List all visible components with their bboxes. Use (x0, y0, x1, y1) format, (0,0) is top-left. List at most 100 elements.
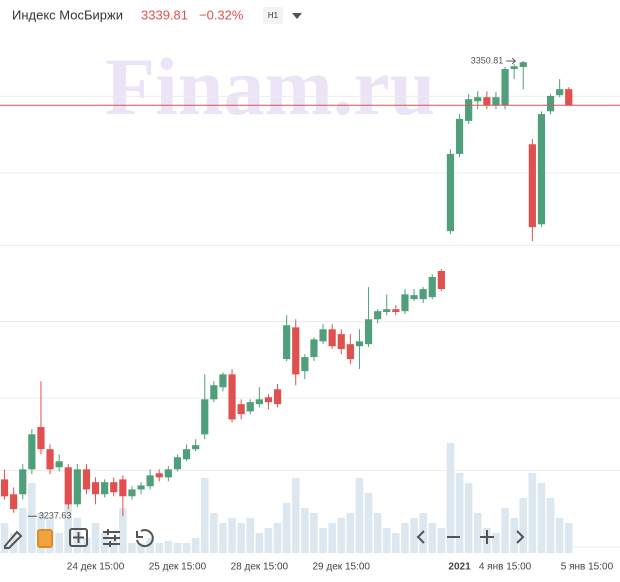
volume-bar (210, 513, 218, 553)
volume-bar (501, 508, 509, 553)
candle-body (364, 319, 373, 345)
volume-bar (0, 523, 9, 553)
x-tick-label: 24 дек 15:00 (67, 562, 125, 573)
candle-body (110, 482, 118, 493)
candle-body (401, 294, 409, 312)
volume-bar (109, 538, 118, 553)
candle-body (474, 97, 482, 102)
zoom-in[interactable] (480, 530, 494, 544)
candle-body (0, 479, 9, 497)
volume-bar (555, 518, 564, 553)
candle-body (210, 385, 218, 400)
volume-bar (428, 523, 437, 553)
toolbar (4, 528, 525, 549)
volume-bar (164, 541, 173, 553)
x-tick-label: 5 янв 15:00 (561, 562, 614, 573)
list-tool[interactable] (37, 529, 53, 548)
candle-body (228, 374, 236, 420)
volume-bar (437, 528, 446, 553)
x-tick-label: 29 дек 15:00 (313, 562, 371, 573)
add-indicator[interactable] (69, 528, 88, 547)
volume-bar (273, 523, 282, 553)
volume-bar (55, 533, 63, 553)
volume-bar (392, 533, 400, 553)
volume-bar (173, 543, 182, 553)
candle-body (465, 99, 473, 121)
volume-bar (446, 443, 455, 553)
candle-body (46, 449, 54, 470)
volume-bar (128, 543, 136, 553)
candle-body (319, 329, 327, 342)
candle-body (292, 327, 300, 375)
min-label: 3237.63 (39, 511, 72, 521)
volume-bar (191, 538, 200, 553)
volume-bar (373, 513, 382, 553)
volume-bar (264, 528, 273, 553)
volume-bar (291, 478, 300, 553)
volume-bar (319, 528, 327, 553)
candle-body (546, 95, 555, 112)
candle-body (91, 482, 100, 495)
candle-body (383, 309, 391, 313)
interval-label[interactable]: H1 (268, 11, 279, 20)
volume-bar (228, 518, 236, 553)
volume-bar (91, 523, 100, 553)
undo-tool[interactable] (136, 529, 154, 547)
volume-bar (473, 513, 482, 553)
candle-body (128, 489, 136, 497)
scroll-left[interactable] (416, 530, 425, 544)
volume-bar (246, 518, 255, 553)
candle-body (182, 449, 191, 460)
volume-bar (155, 543, 164, 553)
watermark: Finam.ru (105, 41, 435, 132)
volume-bar (382, 528, 391, 553)
volume-bar (337, 518, 346, 553)
candle-body (10, 494, 18, 510)
candle-body (155, 473, 163, 478)
interval-dropdown[interactable] (292, 13, 302, 19)
scroll-right[interactable] (516, 530, 525, 544)
candle-body (565, 89, 573, 106)
candle-body (346, 344, 354, 360)
settings-tool[interactable] (103, 529, 120, 547)
candle-body (310, 339, 318, 358)
instrument-title: Индекс МосБиржи (12, 7, 123, 22)
interval-button[interactable] (263, 7, 283, 24)
candle-body (237, 404, 245, 415)
candle-body (137, 485, 145, 490)
max-label: 3350.81 (471, 55, 504, 65)
candle-body (19, 469, 27, 495)
candle-body (28, 434, 36, 470)
max-arrow (506, 57, 516, 65)
candle-body (337, 334, 345, 350)
candle-body (264, 397, 273, 403)
candle-body (273, 389, 282, 405)
candle-body (146, 475, 154, 487)
volume-bar (301, 508, 309, 553)
volume-bar (510, 518, 518, 553)
candle-body (374, 311, 382, 320)
draw-tool[interactable] (4, 530, 23, 549)
candle-body (73, 469, 81, 505)
candle-body (446, 153, 455, 232)
volume-bar (455, 473, 464, 553)
volume-bar (528, 473, 537, 553)
candle-body (410, 295, 418, 300)
x-tick-label: 4 янв 15:00 (479, 562, 532, 573)
candle-body (101, 482, 109, 495)
volume-bar (137, 543, 145, 553)
volume-bar (519, 498, 528, 553)
candle-body (455, 118, 464, 154)
candle-body (428, 277, 436, 298)
candle-body (55, 461, 63, 468)
candle-body (246, 402, 254, 412)
candle-body (537, 114, 546, 225)
candle-body (173, 457, 182, 470)
candle-body (501, 69, 509, 106)
volume-bar (200, 478, 209, 553)
volume-bar (537, 483, 546, 553)
candle-body (510, 66, 518, 70)
candle-body (192, 445, 200, 450)
